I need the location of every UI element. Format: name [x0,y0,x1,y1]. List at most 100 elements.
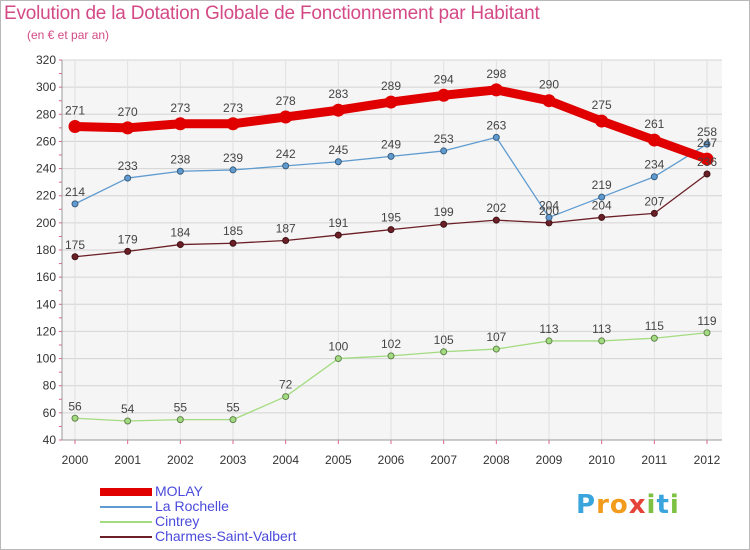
data-label-charmes-saint-valbert: 200 [539,204,559,218]
data-point-charmes-saint-valbert [334,231,342,239]
legend-swatch [100,536,152,538]
data-point-molay [173,117,187,131]
data-label-cintrey: 115 [645,319,664,333]
data-label-molay: 275 [592,98,612,112]
logo-letter: P [576,490,597,520]
data-label-charmes-saint-valbert: 191 [328,216,348,230]
data-point-cintrey [598,337,606,345]
x-tick-label: 2000 [62,453,89,467]
data-point-la-rochelle [176,167,184,175]
y-tick-label: 220 [36,189,56,203]
y-tick-label: 320 [36,53,56,67]
data-point-molay [384,95,398,109]
data-label-charmes-saint-valbert: 207 [644,194,664,208]
y-tick-label: 240 [36,162,56,176]
data-point-la-rochelle [334,158,342,166]
data-label-la-rochelle: 234 [644,158,664,172]
data-point-charmes-saint-valbert [282,237,290,244]
data-label-la-rochelle: 253 [434,132,454,146]
legend-label: Cintrey [155,513,200,529]
data-point-molay [331,103,345,117]
data-point-charmes-saint-valbert [703,170,711,178]
data-point-cintrey [703,329,711,337]
data-label-molay: 283 [328,87,348,101]
x-tick-label: 2005 [325,453,352,467]
data-point-la-rochelle [229,166,237,174]
x-tick-label: 2012 [694,453,721,467]
x-tick-label: 2002 [167,453,194,467]
data-point-molay [700,152,714,166]
data-label-la-rochelle: 249 [381,137,401,151]
x-tick-label: 2009 [536,453,563,467]
y-tick-label: 200 [36,216,56,230]
data-point-la-rochelle [71,200,79,208]
data-label-la-rochelle: 258 [697,125,717,139]
data-label-la-rochelle: 233 [118,159,138,173]
data-label-cintrey: 105 [434,333,454,347]
y-tick-label: 60 [43,406,57,420]
data-label-charmes-saint-valbert: 175 [65,238,85,252]
x-tick-label: 2008 [483,453,510,467]
y-tick-label: 180 [36,243,56,257]
data-point-charmes-saint-valbert [176,241,184,249]
x-tick-label: 2004 [272,453,299,467]
data-label-molay: 278 [276,94,296,108]
data-point-charmes-saint-valbert [124,247,132,255]
data-point-la-rochelle [387,152,395,160]
legend-label: Charmes-Saint-Valbert [155,528,297,544]
x-tick-label: 2007 [430,453,457,467]
data-label-cintrey: 107 [486,330,506,344]
data-label-charmes-saint-valbert: 179 [118,232,138,246]
data-point-cintrey [387,352,395,360]
data-label-charmes-saint-valbert: 204 [592,198,612,212]
data-point-charmes-saint-valbert [71,253,79,261]
data-label-cintrey: 72 [279,378,293,392]
data-label-la-rochelle: 238 [170,152,190,166]
data-label-la-rochelle: 245 [328,143,348,157]
x-tick-label: 2001 [114,453,141,467]
data-label-la-rochelle: 242 [276,147,296,161]
legend-swatch [100,521,152,523]
data-label-charmes-saint-valbert: 199 [434,205,454,219]
proxiti-logo: Proxiti [576,490,680,520]
data-point-charmes-saint-valbert [598,213,606,221]
logo-letter: o [609,490,629,520]
data-point-la-rochelle [545,213,553,221]
data-label-cintrey: 55 [174,401,188,415]
data-point-molay [68,120,82,133]
data-point-molay [437,88,451,102]
x-tick-label: 2003 [220,453,247,467]
data-label-la-rochelle: 204 [539,198,559,212]
y-tick-label: 80 [43,379,57,393]
y-tick-label: 40 [43,433,57,447]
data-point-charmes-saint-valbert [492,216,500,224]
data-point-cintrey [71,414,79,422]
data-point-la-rochelle [650,173,658,181]
data-point-la-rochelle [440,147,448,155]
data-label-molay: 289 [381,79,401,93]
data-point-molay [279,110,293,124]
data-point-cintrey [282,393,290,401]
logo-letter: x [628,490,647,520]
data-label-cintrey: 56 [68,399,82,413]
logo-letter: i [669,490,680,520]
y-tick-label: 280 [36,107,56,121]
data-point-cintrey [176,416,184,424]
data-point-cintrey [545,337,553,345]
chart-title: Evolution de la Dotation Globale de Fonc… [4,3,540,24]
data-point-cintrey [124,417,132,425]
data-point-cintrey [334,355,342,363]
data-label-la-rochelle: 219 [592,178,612,192]
x-tick-label: 2006 [378,453,405,467]
data-label-molay: 273 [223,101,243,115]
data-point-la-rochelle [492,133,500,141]
data-point-cintrey [440,348,448,356]
chart-subtitle: (en € et par an) [27,28,110,42]
data-point-la-rochelle [282,162,290,170]
y-tick-label: 100 [36,352,56,366]
data-label-charmes-saint-valbert: 236 [697,155,717,169]
data-point-molay [121,121,135,135]
data-label-la-rochelle: 214 [65,185,85,199]
data-point-la-rochelle [598,193,606,201]
